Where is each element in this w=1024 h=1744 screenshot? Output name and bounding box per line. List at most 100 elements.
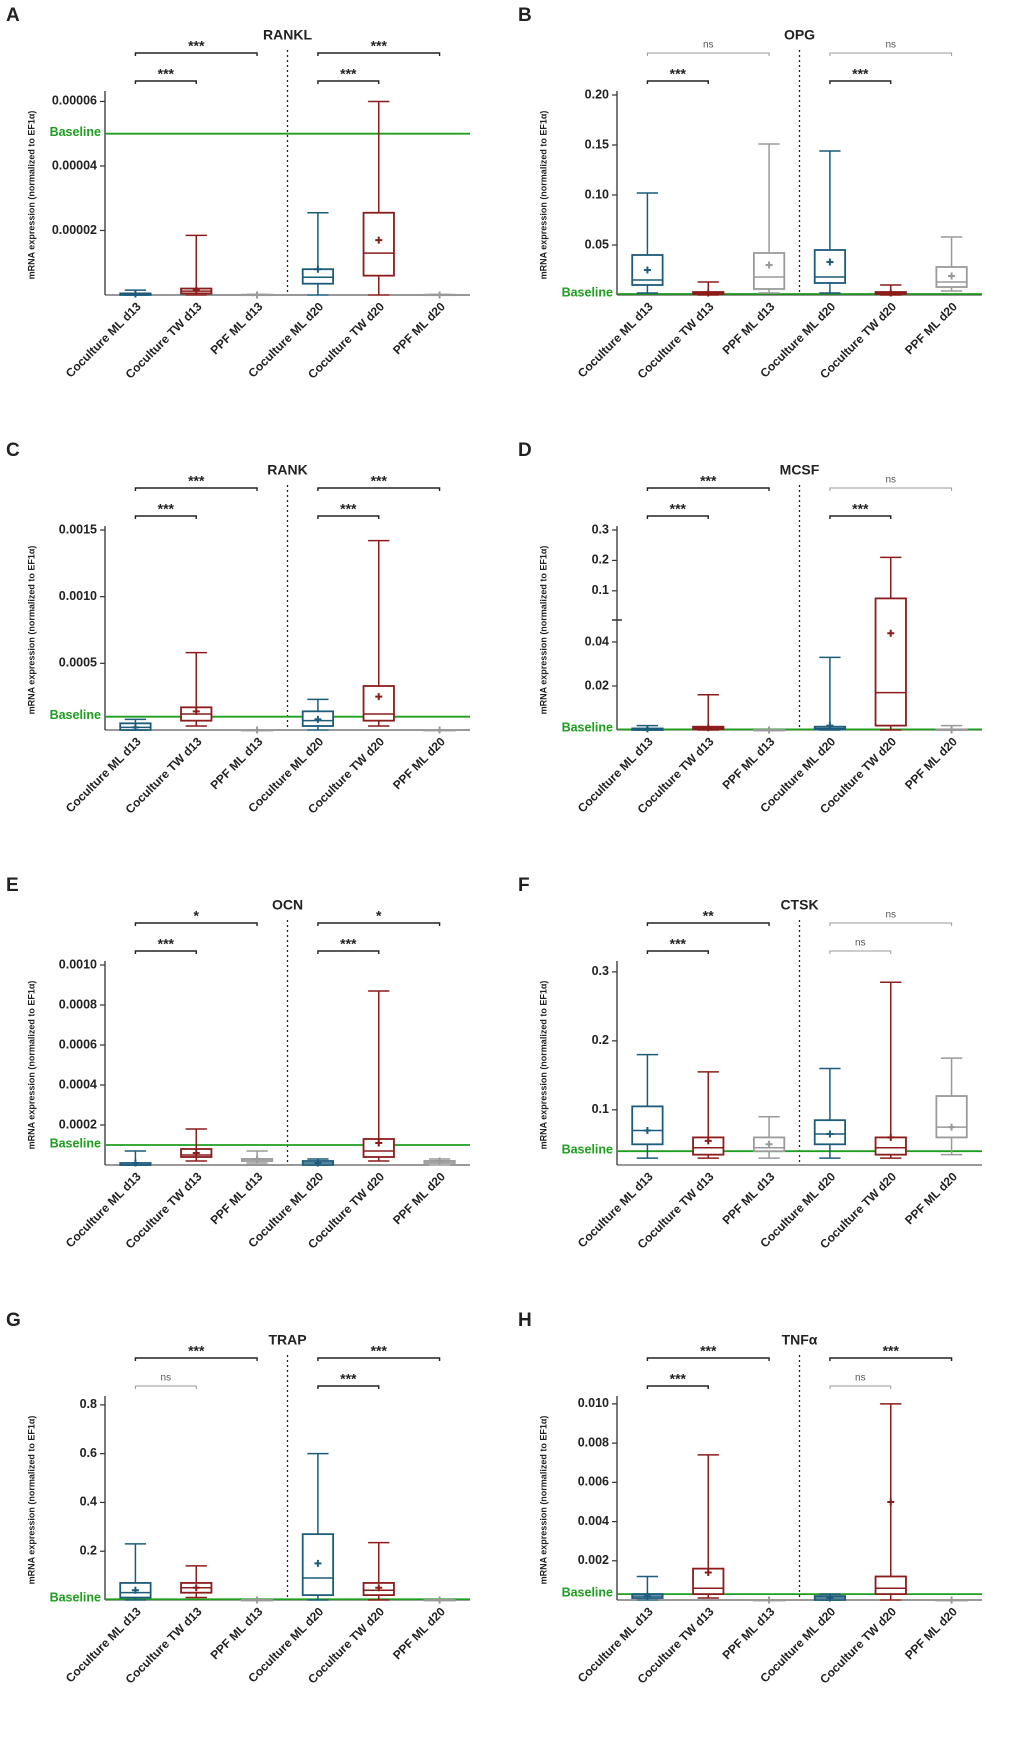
mean-marker: [643, 1127, 651, 1135]
baseline-label: Baseline: [50, 708, 101, 722]
chart-title: TRAP: [268, 1332, 306, 1348]
mean-marker: [948, 1596, 956, 1604]
mean-marker: [765, 1596, 773, 1604]
x-tick-label: PPF ML d13: [720, 299, 778, 357]
x-tick-label: PPF ML d20: [390, 299, 448, 357]
y-axis-label: mRNA expression (normalized to EF1α): [26, 546, 36, 715]
baseline-label: Baseline: [562, 285, 613, 299]
mean-marker: [375, 1584, 383, 1592]
y-tick-label: 0.0006: [59, 1037, 97, 1051]
y-tick-label: 0.8: [80, 1397, 97, 1411]
y-tick-label: 0.20: [585, 87, 609, 101]
y-tick-label: 0.05: [585, 237, 609, 251]
significance-label: ***: [158, 936, 175, 952]
significance-bracket: [134, 52, 258, 56]
x-tick-label: PPF ML d13: [208, 1169, 266, 1227]
mean-marker: [765, 261, 773, 269]
significance-label: ***: [852, 66, 869, 82]
x-tick-label: PPF ML d20: [902, 299, 960, 357]
significance-label: ***: [158, 66, 175, 82]
mean-marker: [704, 1569, 712, 1577]
x-tick-label: PPF ML d20: [902, 1169, 960, 1227]
y-tick-label: 0.00006: [52, 94, 97, 108]
significance-bracket: [829, 922, 953, 926]
significance-bracket: [317, 515, 380, 519]
mean-marker: [131, 1159, 139, 1167]
significance-label: ***: [670, 1371, 687, 1387]
mean-marker: [253, 1596, 261, 1604]
mean-marker: [826, 1130, 834, 1138]
y-tick-label: 0.10: [585, 187, 609, 201]
x-tick-label: PPF ML d13: [720, 734, 778, 792]
significance-bracket: [829, 487, 953, 491]
significance-bracket: [134, 80, 197, 84]
mean-marker: [887, 1498, 895, 1506]
box: [631, 1105, 664, 1146]
y-tick-label: 0.004: [578, 1514, 609, 1528]
significance-bracket: [134, 950, 197, 954]
x-tick-label: PPF ML d20: [390, 1604, 448, 1662]
mean-marker: [765, 1140, 773, 1148]
mean-marker: [826, 1594, 834, 1602]
mean-marker: [948, 726, 956, 734]
y-axis-label: mRNA expression (normalized to EF1α): [538, 981, 548, 1150]
mean-marker: [887, 1133, 895, 1141]
significance-label: ***: [371, 473, 388, 489]
significance-label: ns: [855, 938, 866, 949]
chart-title: RANKL: [263, 27, 312, 43]
y-axis-label: mRNA expression (normalized to EF1α): [26, 1416, 36, 1585]
mean-marker: [436, 726, 444, 734]
chart-title: OCN: [272, 897, 303, 913]
mean-marker: [704, 289, 712, 297]
y-tick-label: 0.1: [592, 583, 609, 597]
y-tick-label: 0.002: [578, 1553, 609, 1567]
significance-bracket: [317, 1385, 380, 1389]
y-tick-label: 0.02: [585, 678, 609, 692]
box: [362, 685, 395, 722]
mean-marker: [643, 266, 651, 274]
mean-marker: [375, 236, 383, 244]
significance-label: ***: [700, 473, 717, 489]
significance-bracket: [317, 487, 441, 491]
significance-bracket: [829, 80, 892, 84]
y-tick-label: 0.15: [585, 137, 609, 151]
panel-letter: C: [6, 440, 20, 461]
mean-marker: [436, 1157, 444, 1165]
x-tick-label: PPF ML d13: [208, 1604, 266, 1662]
y-tick-label: 0.0015: [59, 522, 97, 536]
y-tick-label: 0.2: [592, 553, 609, 567]
box: [752, 252, 786, 290]
mean-marker: [826, 258, 834, 266]
panel-letter: F: [518, 875, 530, 896]
panel-letter: H: [518, 1310, 532, 1331]
significance-label: ***: [158, 501, 175, 517]
significance-bracket: [317, 950, 380, 954]
baseline-label: Baseline: [50, 125, 101, 139]
significance-bracket: [134, 1385, 197, 1389]
mean-marker: [704, 724, 712, 732]
y-tick-label: 0.00002: [52, 223, 97, 237]
y-tick-label: 0.0005: [59, 656, 97, 670]
significance-bracket: [646, 922, 770, 926]
y-tick-label: 0.006: [578, 1475, 609, 1489]
box: [813, 249, 847, 284]
significance-label: ***: [340, 936, 357, 952]
baseline-label: Baseline: [562, 721, 613, 735]
significance-bracket: [646, 515, 709, 519]
significance-label: ***: [371, 1343, 388, 1359]
significance-bracket: [829, 1357, 953, 1361]
significance-label: ns: [885, 40, 896, 51]
y-tick-label: 0.2: [592, 1033, 609, 1047]
y-axis-label: mRNA expression (normalized to EF1α): [538, 546, 548, 715]
significance-bracket: [646, 80, 709, 84]
panel-letter: E: [6, 875, 19, 896]
y-tick-label: 0.3: [592, 964, 609, 978]
chart-title: CTSK: [780, 897, 818, 913]
significance-bracket: [317, 1357, 441, 1361]
x-tick-label: PPF ML d20: [390, 734, 448, 792]
significance-bracket: [829, 52, 953, 56]
y-tick-label: 0.0008: [59, 997, 97, 1011]
x-tick-label: PPF ML d20: [902, 1604, 960, 1662]
x-tick-label: PPF ML d20: [902, 734, 960, 792]
significance-label: ***: [188, 38, 205, 54]
